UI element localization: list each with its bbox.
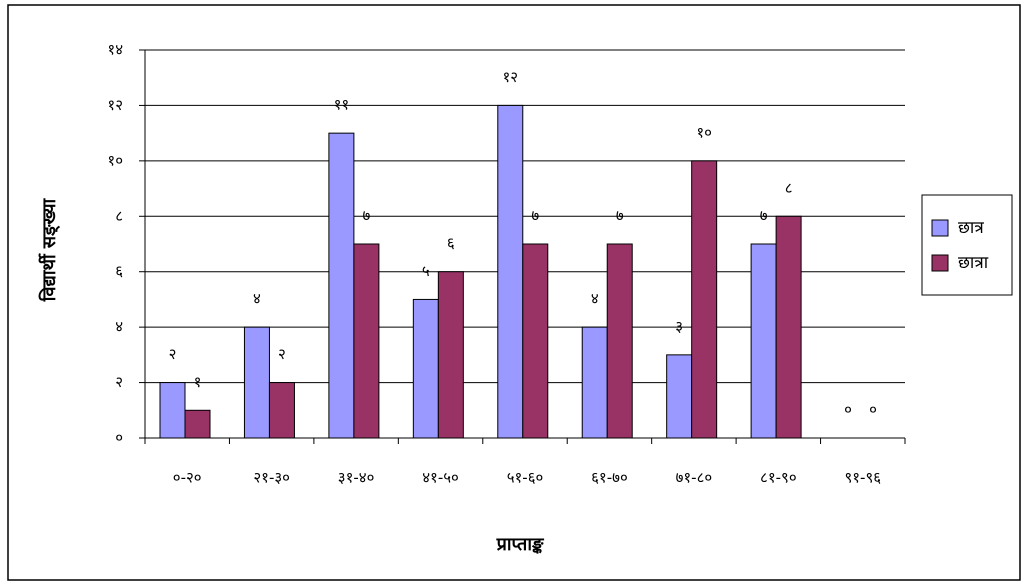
x-tick-label: ४१-५० [422, 469, 459, 487]
x-axis-label: प्राप्ताङ्क [496, 534, 545, 555]
y-tick-label: १४ [107, 41, 123, 59]
data-label: ४ [253, 290, 261, 308]
data-label: ७ [760, 207, 768, 225]
bar [750, 243, 777, 439]
data-label: ३ [675, 317, 683, 335]
bar [522, 243, 549, 439]
data-label: ७ [531, 207, 539, 225]
data-label: १ [194, 373, 202, 391]
bar [268, 382, 295, 439]
y-tick-label: ८ [115, 207, 123, 225]
x-tick-label: ०-२० [173, 469, 202, 487]
bar [691, 160, 718, 439]
x-tick-label: ६१-७० [591, 469, 628, 487]
bar [353, 243, 380, 439]
bar [775, 215, 802, 439]
legend-swatch [931, 254, 949, 272]
bar [243, 326, 270, 439]
y-tick-label: ४ [115, 318, 123, 336]
data-label: ६ [447, 234, 455, 252]
data-label: ५ [422, 262, 430, 280]
data-label: ८ [785, 179, 793, 197]
data-label: २ [278, 345, 286, 363]
data-label: २ [169, 345, 177, 363]
bar [328, 132, 355, 439]
bar [159, 382, 186, 439]
y-tick-label: १० [107, 151, 123, 169]
y-axis-label: विद्यार्थी सङ्ख्या [38, 197, 61, 302]
x-tick-label: ७१-८० [676, 469, 713, 487]
bar [497, 104, 524, 439]
y-tick-label: ० [115, 429, 123, 447]
data-label: ७ [362, 207, 370, 225]
legend-label: छात्रा [958, 253, 989, 273]
data-label: ० [869, 401, 877, 419]
bar [412, 298, 439, 439]
x-tick-label: २१-३० [253, 469, 290, 487]
data-label: १० [696, 123, 712, 141]
data-label: १२ [502, 68, 518, 86]
bar [437, 271, 464, 439]
x-tick-label: ८१-९० [760, 469, 797, 487]
x-tick-label: ९१-९६ [844, 469, 881, 487]
legend-swatch [931, 219, 949, 237]
x-tick-label: ३१-४० [338, 469, 375, 487]
data-label: ० [844, 401, 852, 419]
y-tick-label: ६ [115, 262, 123, 280]
x-tick-label: ५१-६० [507, 469, 544, 487]
data-label: ४ [591, 290, 599, 308]
legend-box [921, 194, 1013, 296]
bar [581, 326, 608, 439]
bar [184, 409, 211, 439]
bar [606, 243, 633, 439]
data-label: ११ [334, 96, 350, 114]
y-tick-label: २ [115, 373, 123, 391]
data-label: ७ [616, 207, 624, 225]
legend-label: छात्र [958, 218, 984, 238]
y-tick-label: १२ [107, 96, 123, 114]
bar [666, 354, 693, 439]
